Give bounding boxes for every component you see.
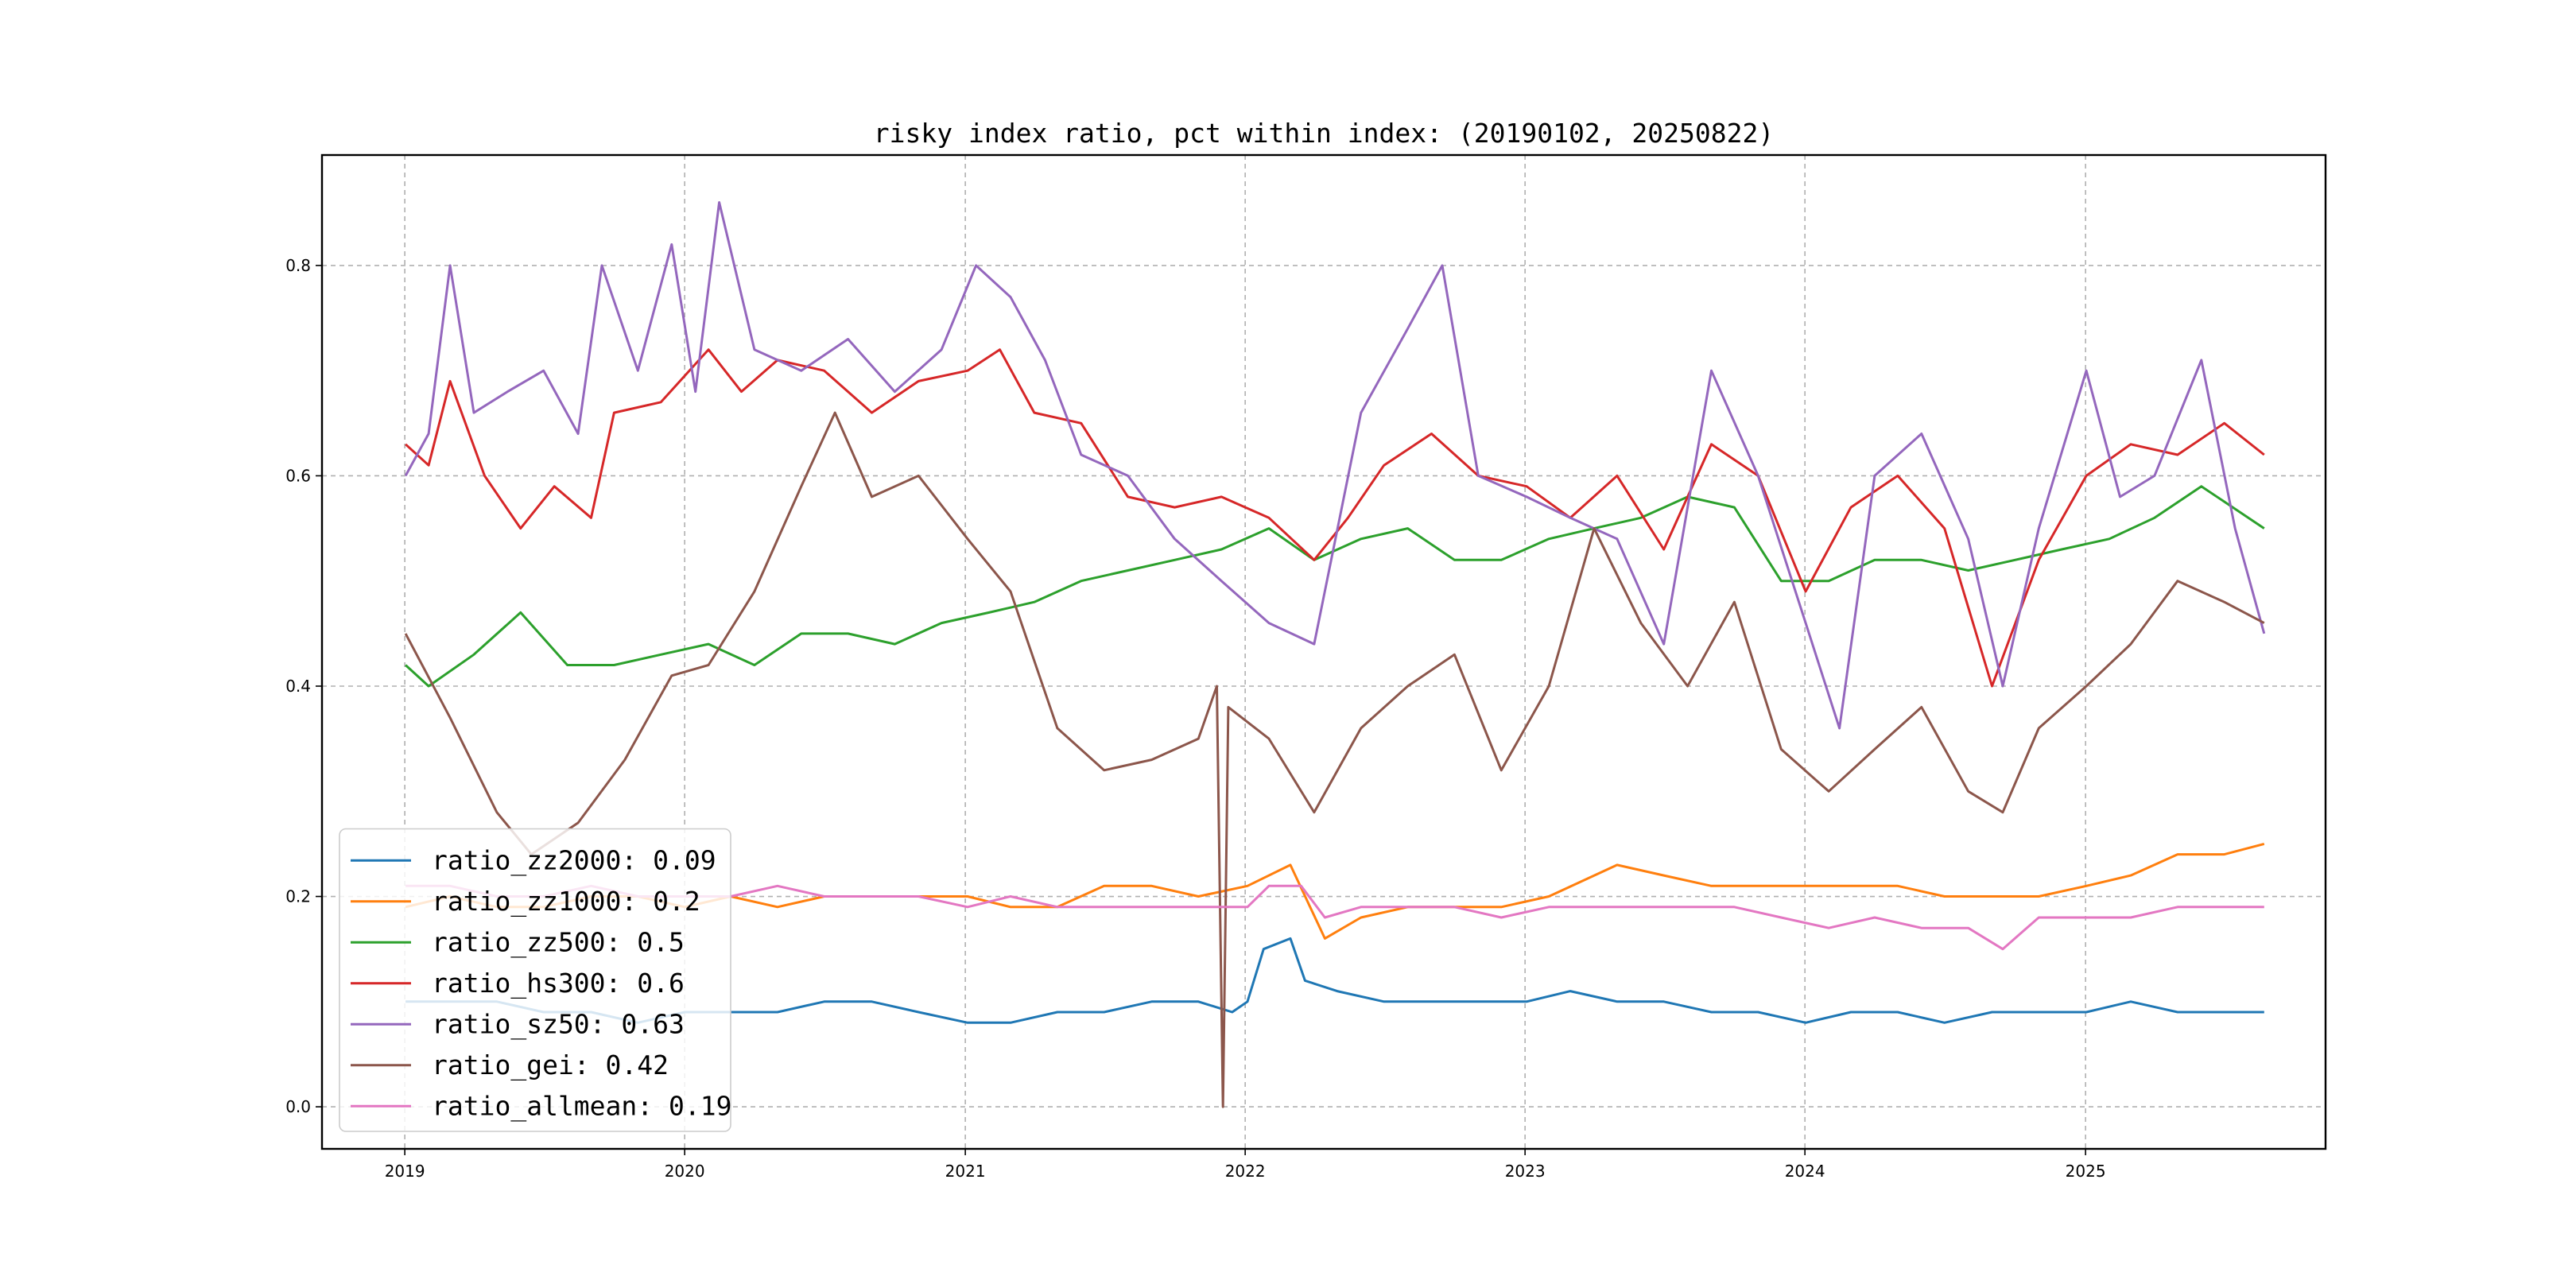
x-tick-label: 2020	[665, 1162, 705, 1181]
legend-label: ratio_sz50: 0.63	[432, 1008, 685, 1040]
x-tick-label: 2021	[945, 1162, 986, 1181]
x-tick-label: 2025	[2066, 1162, 2106, 1181]
x-tick-label: 2022	[1225, 1162, 1266, 1181]
y-tick-label: 0.0	[285, 1097, 311, 1116]
plot-frame	[320, 153, 2327, 1150]
x-tick-label: 2019	[385, 1162, 425, 1181]
legend[interactable]: ratio_zz2000: 0.09 ratio_zz1000: 0.2 ratio…	[339, 828, 732, 1132]
chart-title: risky index ratio, pct within index: (20…	[874, 118, 1774, 149]
legend-label: ratio_gei: 0.42	[432, 1049, 669, 1081]
y-tick-label: 0.8	[285, 256, 311, 275]
x-tick-label: 2024	[1785, 1162, 1825, 1181]
legend-label: ratio_zz2000: 0.09	[432, 844, 716, 876]
x-tick-label: 2023	[1505, 1162, 1546, 1181]
axes: 2019 2020 2021 2022 2023 2024 2025 0.0 0.2 0.4 0.6…	[285, 256, 2105, 1181]
y-tick-label: 0.2	[285, 887, 311, 906]
legend-label: ratio_allmean: 0.19	[432, 1090, 732, 1122]
series-line-3	[405, 348, 2265, 688]
legend-label: ratio_zz500: 0.5	[432, 926, 685, 958]
legend-label: ratio_hs300: 0.6	[432, 968, 685, 999]
y-tick-label: 0.6	[285, 466, 311, 485]
series-line-4	[404, 201, 2266, 730]
legend-label: ratio_zz1000: 0.2	[432, 886, 700, 918]
series-line-0	[405, 937, 2264, 1024]
legend-box	[339, 828, 731, 1132]
series-line-5	[404, 411, 2265, 1108]
y-tick-label: 0.4	[285, 677, 311, 696]
